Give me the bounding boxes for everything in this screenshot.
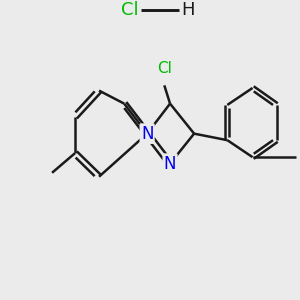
Text: H: H [182, 1, 195, 19]
Text: Cl: Cl [122, 1, 139, 19]
Text: Cl: Cl [157, 61, 172, 76]
Text: N: N [164, 155, 176, 173]
Text: N: N [141, 124, 153, 142]
